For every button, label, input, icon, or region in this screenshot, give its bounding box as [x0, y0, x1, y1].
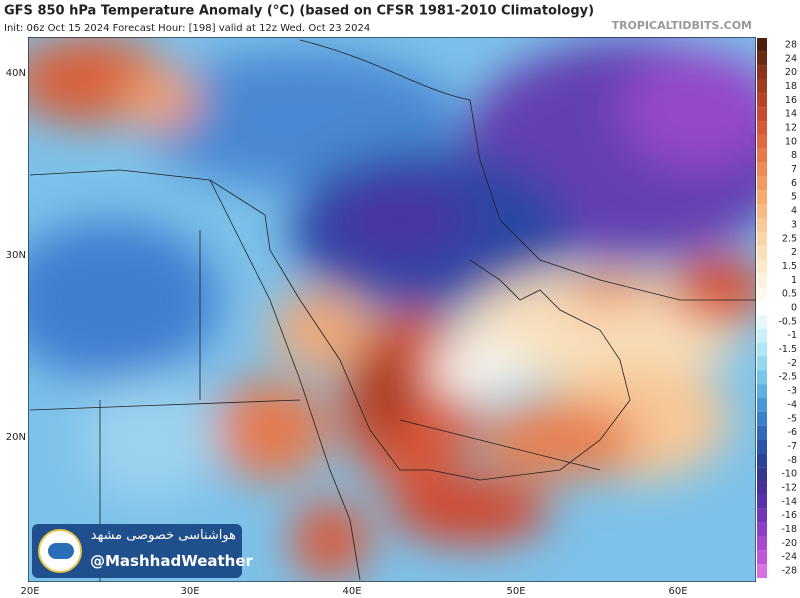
- colorbar-cell: [757, 550, 767, 565]
- colorbar-cell: [757, 245, 767, 260]
- lon-label: 50E: [506, 586, 525, 597]
- colorbar-label: -10: [781, 469, 797, 480]
- colorbar-label: 14: [785, 109, 797, 120]
- colorbar-label: -2.5: [778, 372, 797, 383]
- colorbar-cell: [757, 411, 767, 426]
- colorbar-label: 1.5: [782, 261, 797, 272]
- colorbar-cell: [757, 314, 767, 329]
- colorbar-cell: [757, 287, 767, 302]
- colorbar-cell: [757, 218, 767, 232]
- colorbar-cell: [757, 467, 767, 482]
- lat-label: 40N: [6, 68, 26, 79]
- colorbar-cell: [757, 356, 767, 371]
- colorbar-label: 8: [791, 150, 797, 161]
- colorbar-label: -2: [788, 358, 797, 369]
- colorbar-cell: [757, 273, 767, 288]
- colorbar-label: -1: [788, 330, 797, 341]
- colorbar-cell: [757, 107, 767, 122]
- colorbar-cell: [757, 65, 767, 80]
- colorbar-label: -3: [788, 386, 797, 397]
- lon-label: 30E: [180, 586, 199, 597]
- colorbar-cell: [757, 93, 767, 108]
- colorbar-label: 24: [785, 53, 797, 64]
- site-name: TROPICALTIDBITS.COM: [612, 19, 752, 32]
- colorbar-cell: [757, 51, 767, 66]
- colorbar-cell: [757, 259, 767, 274]
- colorbar-label: -20: [781, 538, 797, 549]
- colorbar-cell: [757, 398, 767, 412]
- colorbar-cell: [757, 439, 767, 454]
- colorbar-cell: [757, 494, 767, 509]
- colorbar-label: -24: [781, 552, 797, 563]
- colorbar-label: 28: [785, 39, 797, 50]
- colorbar-cell: [757, 148, 767, 163]
- watermark-persian: هواشناسی خصوصی مشهد: [90, 528, 236, 543]
- colorbar-cell: [757, 162, 767, 177]
- colorbar-label: 2: [791, 247, 797, 258]
- colorbar-label: 7: [791, 164, 797, 175]
- colorbar-cell: [757, 328, 767, 343]
- colorbar-label: 5: [791, 192, 797, 203]
- colorbar-cell: [757, 301, 767, 315]
- colorbar-label: 3: [791, 219, 797, 230]
- lat-label: 30N: [6, 250, 26, 261]
- subtitle: Init: 06z Oct 15 2024 Forecast Hour: [19…: [4, 23, 370, 34]
- colorbar-label: 12: [785, 123, 797, 134]
- colorbar-label: 4: [791, 206, 797, 217]
- colorbar-label: -12: [781, 483, 797, 494]
- colorbar-label: 0.5: [782, 289, 797, 300]
- colorbar-cell: [757, 425, 767, 440]
- colorbar-label: 2.5: [782, 233, 797, 244]
- colorbar-label: -8: [788, 455, 797, 466]
- colorbar-cell: [757, 121, 767, 135]
- colorbar-label: 1: [791, 275, 797, 286]
- lon-label: 20E: [20, 586, 39, 597]
- colorbar-label: -1.5: [778, 344, 797, 355]
- colorbar-cell: [757, 522, 767, 537]
- colorbar-label: -7: [788, 441, 797, 452]
- colorbar-label: 20: [785, 67, 797, 78]
- colorbar-label: 16: [785, 95, 797, 106]
- title: GFS 850 hPa Temperature Anomaly (°C) (ba…: [4, 4, 594, 19]
- colorbar-label: -4: [788, 399, 797, 410]
- colorbar-cell: [757, 536, 767, 551]
- colorbar-cell: [757, 453, 767, 468]
- colorbar-cell: [757, 38, 767, 52]
- colorbar-label: 0: [791, 303, 797, 314]
- colorbar-label: -16: [781, 510, 797, 521]
- colorbar-cell: [757, 231, 767, 246]
- colorbar-label: -28: [781, 566, 797, 577]
- lon-label: 60E: [668, 586, 687, 597]
- colorbar-cell: [757, 134, 767, 149]
- watermark-handle: @MashhadWeather: [90, 552, 253, 570]
- colorbar-cell: [757, 79, 767, 94]
- logo-cloud: [48, 543, 74, 559]
- lon-label: 40E: [342, 586, 361, 597]
- colorbar-cell: [757, 384, 767, 398]
- colorbar-label: -6: [788, 427, 797, 438]
- colorbar-cell: [757, 204, 767, 218]
- logo: [38, 529, 82, 573]
- watermark: هواشناسی خصوصی مشهد @MashhadWeather: [32, 524, 253, 578]
- colorbar-label: -0.5: [778, 316, 797, 327]
- map-field: [28, 37, 756, 582]
- colorbar-label: -18: [781, 524, 797, 535]
- lat-label: 20N: [6, 432, 26, 443]
- colorbar-label: -5: [788, 413, 797, 424]
- colorbar-cell: [757, 176, 767, 191]
- colorbar-cell: [757, 481, 767, 495]
- colorbar-cell: [757, 190, 767, 205]
- colorbar-label: 6: [791, 178, 797, 189]
- colorbar-label: 10: [785, 136, 797, 147]
- colorbar-cell: [757, 564, 767, 578]
- colorbar-cell: [757, 508, 767, 523]
- colorbar-cell: [757, 342, 767, 357]
- colorbar-label: -14: [781, 496, 797, 507]
- colorbar-cell: [757, 370, 767, 385]
- colorbar-label: 18: [785, 81, 797, 92]
